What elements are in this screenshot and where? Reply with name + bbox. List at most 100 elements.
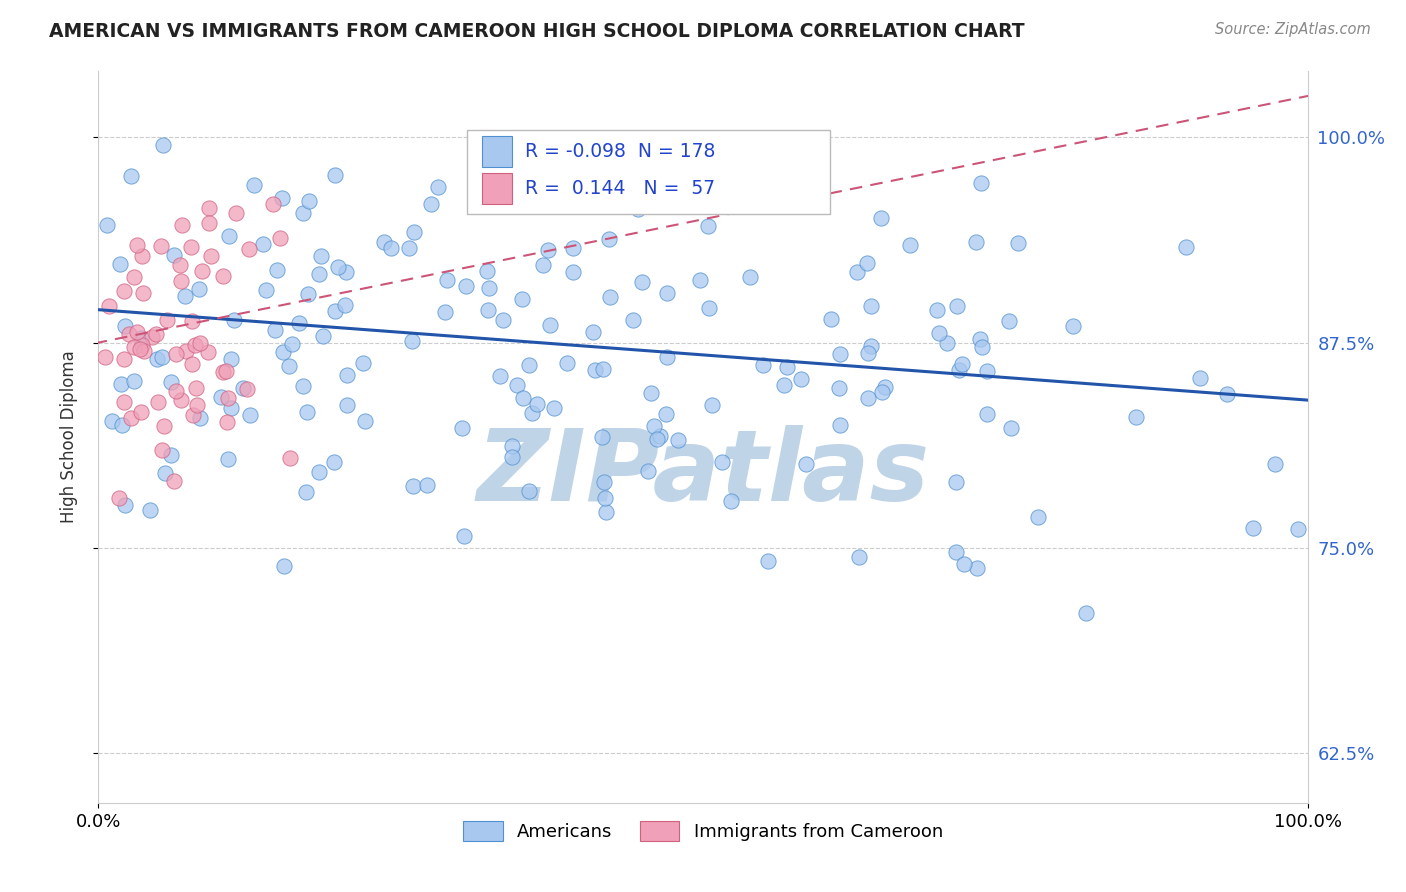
Point bbox=[627, 202, 650, 216]
Point bbox=[398, 241, 420, 255]
Point bbox=[593, 475, 616, 490]
Point bbox=[112, 395, 135, 409]
Point bbox=[146, 352, 169, 367]
Point bbox=[828, 417, 851, 432]
Point bbox=[273, 558, 295, 573]
FancyBboxPatch shape bbox=[482, 136, 512, 167]
Point bbox=[1175, 239, 1198, 253]
Point bbox=[583, 171, 606, 186]
Point bbox=[111, 417, 134, 432]
Point bbox=[129, 405, 152, 419]
Point bbox=[637, 464, 659, 478]
Point bbox=[278, 451, 301, 466]
Point bbox=[543, 401, 565, 415]
Point bbox=[277, 359, 299, 373]
Point bbox=[450, 421, 472, 435]
Point bbox=[475, 263, 498, 277]
Point bbox=[657, 350, 679, 364]
Point bbox=[292, 206, 315, 220]
Point bbox=[252, 236, 274, 251]
Point bbox=[953, 558, 976, 572]
Point bbox=[846, 265, 869, 279]
Point bbox=[561, 241, 583, 255]
Legend: Americans, Immigrants from Cameroon: Americans, Immigrants from Cameroon bbox=[456, 814, 950, 848]
Point bbox=[655, 285, 678, 300]
Point bbox=[401, 334, 423, 349]
FancyBboxPatch shape bbox=[467, 130, 830, 214]
Point bbox=[1007, 235, 1029, 250]
Point bbox=[567, 198, 589, 212]
Point bbox=[235, 382, 257, 396]
Point bbox=[869, 211, 891, 225]
Point bbox=[855, 256, 877, 270]
Point bbox=[513, 169, 536, 183]
Point bbox=[654, 407, 676, 421]
Point bbox=[239, 408, 262, 422]
Point bbox=[477, 303, 499, 318]
Point bbox=[948, 363, 970, 377]
Point bbox=[197, 344, 219, 359]
Point bbox=[217, 452, 239, 467]
Point bbox=[333, 297, 356, 311]
Point bbox=[212, 365, 235, 379]
Point bbox=[790, 372, 813, 386]
Point bbox=[112, 352, 135, 367]
Point bbox=[153, 419, 176, 434]
Point bbox=[454, 279, 477, 293]
Point bbox=[169, 258, 191, 272]
Point bbox=[200, 249, 222, 263]
Point bbox=[689, 273, 711, 287]
Point bbox=[181, 357, 204, 371]
Point bbox=[122, 340, 145, 354]
Point bbox=[181, 314, 204, 328]
Point bbox=[1264, 457, 1286, 471]
Point bbox=[621, 313, 644, 327]
Point bbox=[145, 327, 167, 342]
Point bbox=[186, 398, 208, 412]
Point bbox=[292, 379, 315, 393]
Point bbox=[859, 339, 882, 353]
Point bbox=[221, 352, 243, 367]
Point bbox=[752, 358, 775, 372]
Point bbox=[232, 381, 254, 395]
Point bbox=[173, 289, 195, 303]
Point bbox=[323, 169, 346, 183]
Point bbox=[1241, 521, 1264, 535]
Point bbox=[640, 385, 662, 400]
Point bbox=[131, 250, 153, 264]
Point bbox=[129, 330, 152, 344]
Point bbox=[898, 238, 921, 252]
Point bbox=[219, 401, 242, 416]
Point bbox=[505, 377, 527, 392]
Point bbox=[697, 219, 720, 233]
Point bbox=[197, 216, 219, 230]
Point bbox=[419, 196, 441, 211]
Point bbox=[336, 398, 359, 412]
Point bbox=[593, 491, 616, 505]
Point bbox=[970, 340, 993, 354]
Point bbox=[700, 398, 723, 412]
Point bbox=[1000, 421, 1022, 435]
Point bbox=[630, 275, 652, 289]
Point bbox=[170, 218, 193, 232]
Point bbox=[323, 455, 346, 469]
Point bbox=[124, 374, 146, 388]
Point bbox=[501, 450, 523, 464]
Point bbox=[526, 397, 548, 411]
Point bbox=[153, 466, 176, 480]
Point bbox=[122, 269, 145, 284]
Point bbox=[224, 313, 246, 327]
Point bbox=[402, 225, 425, 239]
Point bbox=[212, 269, 235, 284]
Point bbox=[505, 149, 527, 163]
Point bbox=[501, 439, 523, 453]
Point bbox=[150, 239, 173, 253]
Point bbox=[127, 325, 149, 339]
Point bbox=[271, 191, 294, 205]
Point bbox=[427, 179, 450, 194]
Point bbox=[1125, 409, 1147, 424]
Point bbox=[555, 356, 578, 370]
Point bbox=[110, 257, 132, 271]
Point bbox=[436, 272, 458, 286]
Point bbox=[335, 265, 357, 279]
